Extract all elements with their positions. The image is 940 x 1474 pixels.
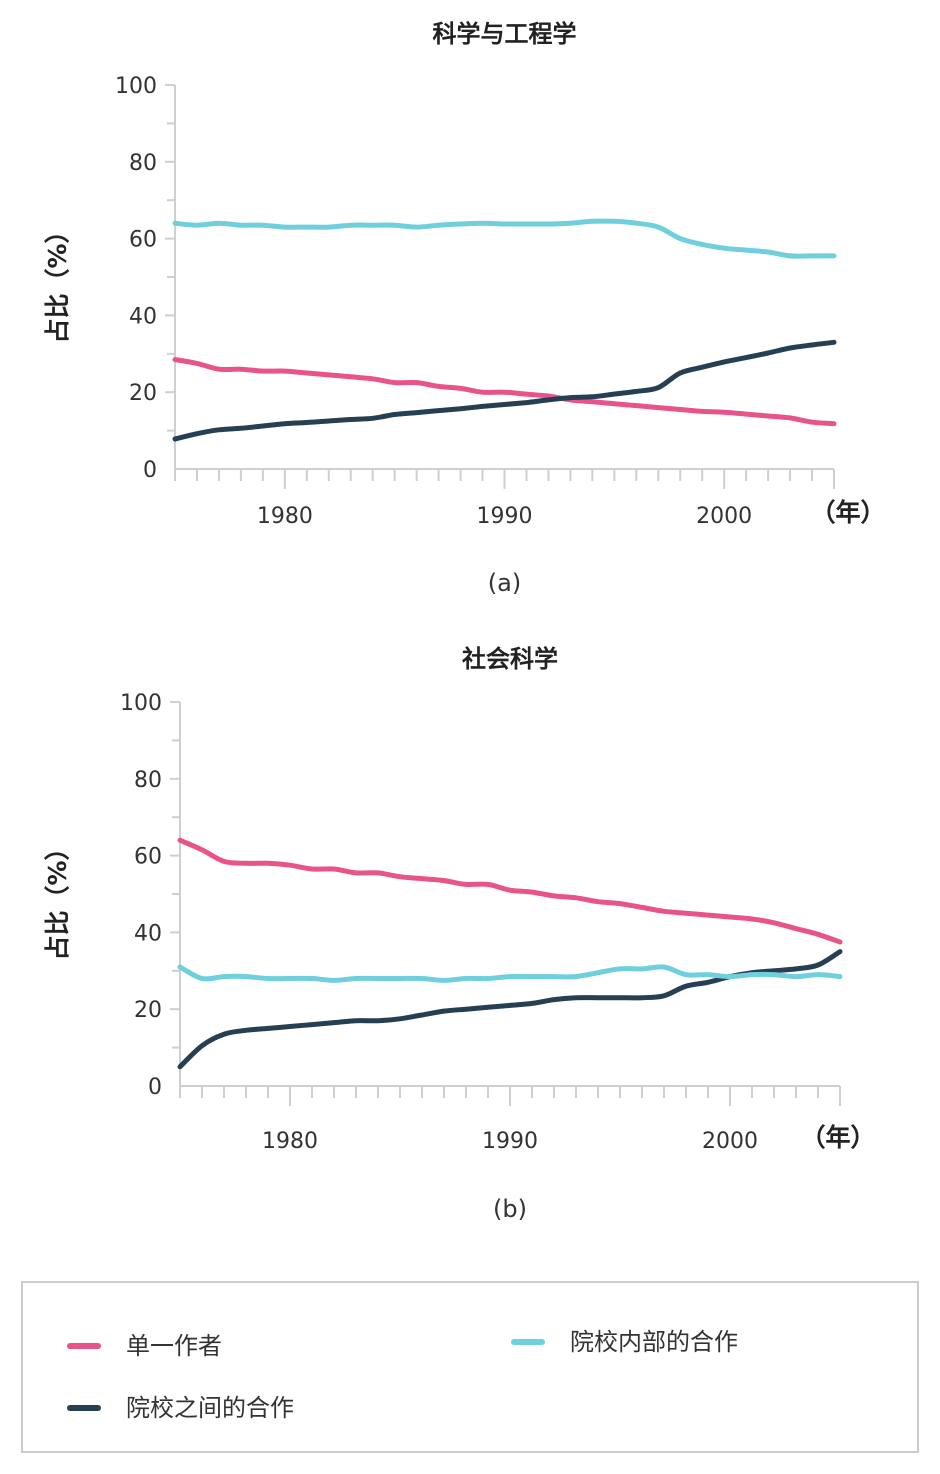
chart2-y-tick-label: 0 — [148, 1075, 162, 1100]
chart2-series-line-1 — [177, 837, 843, 945]
chart1-y-axis-label: 占比（%） — [43, 218, 72, 343]
chart1-y-tick-label: 20 — [129, 381, 157, 406]
chart1-x-tick-label: 2000 — [696, 504, 752, 529]
chart1-y-tick-label: 100 — [115, 74, 157, 99]
chart2-caption: (b) — [493, 1195, 527, 1223]
chart2-series-line-2 — [177, 949, 843, 1070]
chart1-y-tick-label: 0 — [143, 458, 157, 483]
chart1-caption: (a) — [488, 569, 521, 597]
chart1-x-tick-label: 1980 — [257, 504, 313, 529]
chart2-y-axis-label: 占比（%） — [43, 835, 72, 960]
chart2-y-tick-label: 20 — [134, 998, 162, 1023]
chart1-title: 科学与工程学 — [433, 20, 577, 48]
chart1-series-line-1 — [172, 357, 837, 427]
chart2-series-line-3 — [177, 964, 843, 983]
chart1-x-tick-label: 1990 — [477, 504, 533, 529]
chart2-y-tick-label: 60 — [134, 845, 162, 870]
chart2-y-tick-label: 100 — [120, 691, 162, 716]
legend-label-3: 院校之间的合作 — [126, 1394, 294, 1422]
chart2-x-unit-label: （年） — [800, 1123, 875, 1152]
chart2-title: 社会科学 — [462, 645, 558, 673]
chart2-y-tick-label: 40 — [134, 921, 162, 946]
chart1-y-tick-label: 60 — [129, 228, 157, 253]
chart1-y-tick-label: 40 — [129, 304, 157, 329]
chart2-x-tick-label: 2000 — [702, 1129, 758, 1154]
chart1-series-line-2 — [172, 339, 837, 442]
chart2-x-tick-label: 1990 — [482, 1129, 538, 1154]
chart2-y-tick-label: 80 — [134, 768, 162, 793]
chart1-y-tick-label: 80 — [129, 151, 157, 176]
chart2-x-tick-label: 1980 — [262, 1129, 318, 1154]
legend-box — [21, 1281, 919, 1453]
chart1-series-line-3 — [172, 218, 837, 259]
legend-label-2: 院校内部的合作 — [570, 1328, 738, 1356]
legend-label-1: 单一作者 — [126, 1332, 222, 1360]
chart1-x-unit-label: （年） — [810, 498, 885, 527]
